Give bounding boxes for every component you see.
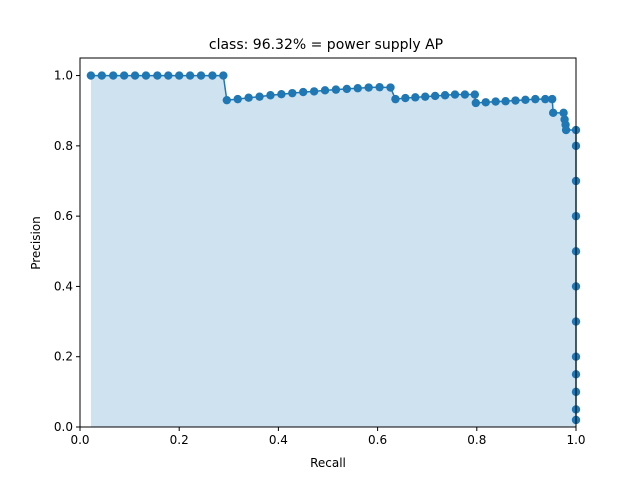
data-point (511, 96, 520, 105)
data-point (559, 108, 568, 118)
data-point (185, 71, 195, 80)
data-point (222, 95, 232, 105)
x-tick-label: 1.0 (566, 433, 585, 447)
data-point (471, 98, 481, 108)
data-point (130, 71, 140, 80)
data-point (119, 71, 129, 80)
x-tick-label: 0.4 (269, 433, 288, 447)
data-point (401, 93, 410, 103)
y-tick-label: 0.6 (54, 209, 73, 223)
data-point (233, 94, 242, 104)
data-point (219, 71, 228, 80)
data-point (430, 91, 440, 101)
data-point (481, 98, 490, 107)
data-point (470, 90, 480, 99)
data-point (97, 71, 107, 80)
data-point (255, 92, 264, 101)
data-point (460, 90, 470, 99)
data-point (86, 71, 96, 80)
y-tick-label: 1.0 (54, 69, 73, 83)
y-tick-label: 0.8 (54, 139, 73, 153)
data-point (521, 95, 530, 105)
data-point (531, 94, 540, 104)
data-point (175, 71, 184, 80)
data-point (548, 108, 558, 118)
data-point (541, 94, 550, 104)
y-tick-label: 0.0 (54, 420, 73, 434)
data-point (411, 93, 420, 102)
data-point (288, 88, 297, 98)
y-axis-label: Precision (29, 216, 43, 270)
data-point (196, 71, 206, 80)
data-point (141, 71, 151, 80)
y-tick-label: 0.2 (54, 350, 73, 364)
data-point (501, 97, 510, 106)
data-point (375, 82, 384, 92)
data-point (309, 87, 319, 96)
x-axis-label: Recall (310, 456, 346, 470)
data-point (450, 90, 460, 99)
data-point (153, 71, 162, 80)
x-tick-label: 0.6 (368, 433, 387, 447)
data-point (561, 125, 571, 135)
data-point (277, 90, 286, 99)
data-point (364, 83, 373, 92)
data-point (320, 86, 330, 95)
data-point (109, 71, 118, 80)
y-tick-label: 0.4 (54, 279, 73, 293)
data-point (491, 97, 500, 106)
data-point (440, 91, 450, 100)
y-axis: 0.0 0.2 0.4 0.6 0.8 1.0 (54, 69, 80, 434)
data-point (164, 71, 173, 80)
data-point (208, 71, 217, 80)
data-point (391, 94, 400, 104)
area-fill (90, 75, 576, 427)
x-tick-label: 0.0 (70, 433, 89, 447)
axes-frame (79, 57, 577, 428)
x-tick-label: 0.2 (170, 433, 189, 447)
data-point (386, 83, 395, 92)
data-point (421, 92, 430, 101)
data-point (299, 87, 308, 97)
x-axis: 0.0 0.2 0.4 0.6 0.8 1.0 (70, 427, 586, 447)
x-tick-label: 0.8 (467, 433, 486, 447)
data-point (547, 94, 557, 104)
data-point (244, 93, 253, 102)
data-point (266, 91, 275, 100)
plot-area (86, 71, 581, 427)
data-point (342, 84, 352, 94)
data-point (353, 84, 362, 93)
data-point (331, 85, 341, 94)
chart-title: class: 96.32% = power supply AP (209, 37, 443, 53)
